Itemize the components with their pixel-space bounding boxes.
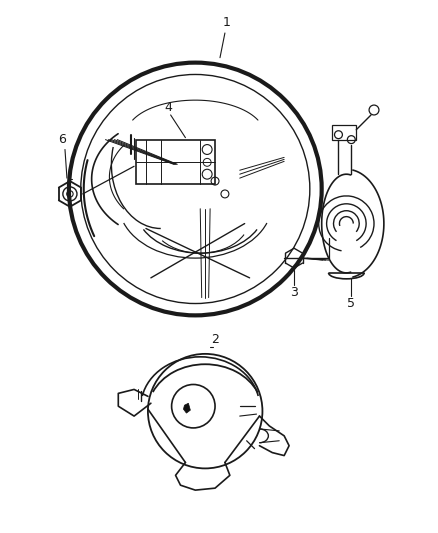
Text: 6: 6: [58, 133, 66, 146]
Text: 5: 5: [347, 297, 355, 310]
Text: 1: 1: [223, 15, 231, 29]
Text: 4: 4: [165, 101, 173, 114]
Polygon shape: [184, 403, 191, 413]
Text: 2: 2: [211, 333, 219, 345]
Text: 3: 3: [290, 286, 298, 299]
